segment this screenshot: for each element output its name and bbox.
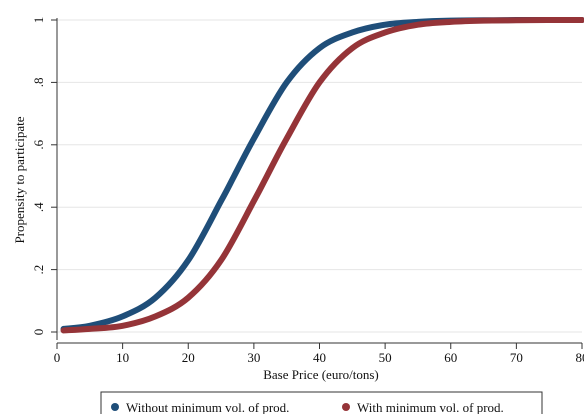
y-tick-label: .4 <box>31 202 46 212</box>
legend: Without minimum vol. of prod. With minimu… <box>100 391 543 414</box>
x-tick-label: 10 <box>116 350 129 365</box>
x-tick-label: 60 <box>444 350 457 365</box>
x-tick-label: 20 <box>182 350 195 365</box>
y-tick-label: 1 <box>31 17 46 24</box>
x-tick-label: 70 <box>510 350 523 365</box>
legend-marker-2 <box>342 403 350 411</box>
y-axis-title: Propensity to participate <box>12 116 27 243</box>
x-tick-label: 30 <box>247 350 260 365</box>
x-tick-label: 0 <box>54 350 61 365</box>
axes: 0.2.4.6.8101020304050607080 <box>31 17 584 365</box>
x-axis-title: Base Price (euro/tons) <box>263 367 379 382</box>
legend-marker-1 <box>111 403 119 411</box>
series-line-1 <box>60 16 584 332</box>
x-tick-label: 50 <box>379 350 392 365</box>
x-tick-label: 40 <box>313 350 326 365</box>
x-tick-label: 80 <box>576 350 584 365</box>
legend-label-2: With minimum vol. of prod. <box>357 400 504 414</box>
legend-box <box>100 391 543 414</box>
y-tick-label: .8 <box>31 78 46 88</box>
legend-label-1: Without minimum vol. of prod. <box>126 400 289 414</box>
y-tick-label: 0 <box>31 329 46 336</box>
y-tick-label: .2 <box>31 265 46 275</box>
series-line-2 <box>60 16 584 334</box>
gridlines <box>57 19 582 333</box>
series-lines <box>60 16 584 334</box>
y-tick-label: .6 <box>31 139 46 149</box>
